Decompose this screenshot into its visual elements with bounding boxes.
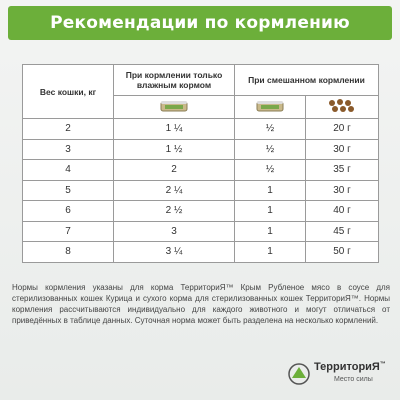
table-cell: 20 г [305,118,379,140]
table-cell: 40 г [305,200,379,222]
table-cell: 3 ¼ [113,241,235,263]
header-cell: Вес кошки, кг [22,64,114,119]
brand-name: ТерриториЯ [314,361,380,373]
brand: ТерриториЯ™ [314,361,386,373]
icon-row [23,95,379,119]
can-icon [256,100,284,111]
table-row: 4 2 ½ 35 г [22,159,379,181]
table-cell: 8 [22,241,114,263]
table-cell: 4 [22,159,114,181]
table-cell: 30 г [305,138,379,160]
trademark: ™ [379,361,386,368]
icon-cell [113,95,235,119]
icon-cell [305,95,379,119]
can-icon [160,100,188,111]
table-cell: 7 [22,220,114,242]
table-cell: ½ [234,118,306,140]
feeding-table: Вес кошки, кг При кормлении только влажн… [22,64,379,263]
table-cell: 3 [22,138,114,160]
table-cell: 2 [113,159,235,181]
logo: ТерриториЯ™ Место силы [288,358,396,394]
table-cell: 1 ¼ [113,118,235,140]
table-cell: 3 [113,220,235,242]
tagline: Место силы [334,376,373,383]
table-cell: 1 [234,220,306,242]
table-cell: ½ [234,159,306,181]
table-cell: 35 г [305,159,379,181]
table-cell: 2 [22,118,114,140]
table-cell: 1 ½ [113,138,235,160]
table-cell: 50 г [305,241,379,263]
table-cell: 1 [234,179,306,201]
header-cell: При кормлении только влажным кормом [113,64,235,96]
icon-cell [234,95,306,119]
table-cell: 45 г [305,220,379,242]
table-cell: 1 [234,200,306,222]
table-cell: 2 ¼ [113,179,235,201]
kibble-icon [329,98,354,112]
table-cell: 1 [234,241,306,263]
header-row: Вес кошки, кг При кормлении только влажн… [22,64,379,119]
table-cell: 2 ½ [113,200,235,222]
logo-icon [288,363,310,385]
title: Рекомендации по кормлению [50,13,350,33]
title-banner: Рекомендации по кормлению [8,6,392,40]
table-row: 7 3 1 45 г [22,220,379,242]
table-cell: 30 г [305,179,379,201]
table-cell: 6 [22,200,114,222]
table-cell: ½ [234,138,306,160]
note: Нормы кормления указаны для корма Террит… [12,283,390,325]
table-cell: 5 [22,179,114,201]
header-cell: При смешанном кормлении [234,64,379,96]
